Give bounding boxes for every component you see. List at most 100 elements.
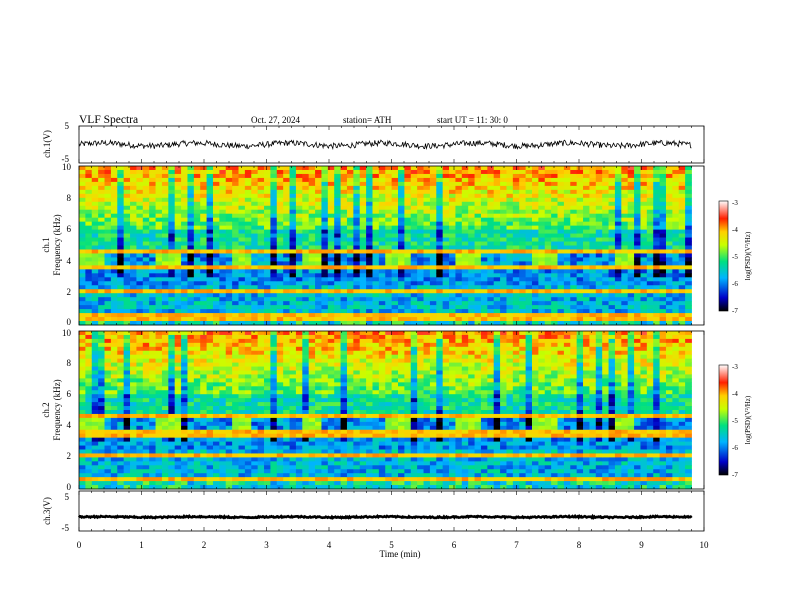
spectrogram-cell xyxy=(219,469,227,474)
spectrogram-cell xyxy=(308,277,316,282)
spectrogram-cell xyxy=(130,185,137,191)
spectrogram-cell xyxy=(136,334,144,340)
spectrogram-cell xyxy=(193,293,201,298)
spectrogram-cell xyxy=(104,386,112,391)
spectrogram-cell xyxy=(417,217,424,223)
spectrogram-cell xyxy=(206,461,214,466)
spectrogram-cell xyxy=(665,261,673,266)
spectrogram-cell xyxy=(104,473,112,478)
spectrogram-cell xyxy=(155,421,163,427)
spectrogram-cell xyxy=(551,313,558,318)
spectrogram-cell xyxy=(181,346,188,352)
spectrogram-cell xyxy=(98,181,105,187)
spectrogram-cell xyxy=(104,305,112,310)
spectrogram-cell xyxy=(614,241,622,246)
spectrogram-cell xyxy=(474,241,482,246)
spectrogram-cell xyxy=(130,309,137,314)
spectrogram-cell xyxy=(136,301,144,306)
spectrogram-cell xyxy=(493,205,501,211)
spectrogram-cell xyxy=(142,233,150,238)
spectrogram-cell xyxy=(436,245,444,250)
spectrogram-cell xyxy=(595,201,603,207)
spectrogram-cell xyxy=(315,217,322,223)
spectrogram-cell xyxy=(302,209,310,215)
spectrogram-cell xyxy=(91,469,99,474)
spectrogram-cell xyxy=(149,233,156,238)
spectrogram-cell xyxy=(98,285,105,290)
spectrogram-cell xyxy=(225,394,233,399)
spectrogram-cell xyxy=(308,229,316,234)
spectrogram-cell xyxy=(200,301,207,306)
spectrogram-cell xyxy=(161,445,169,450)
spectrogram-cell xyxy=(123,441,131,446)
spectrogram-cell xyxy=(161,358,169,363)
spectrogram-cell xyxy=(340,217,348,223)
spectrogram-cell xyxy=(85,225,93,231)
spectrogram-cell xyxy=(576,313,584,318)
spectrogram-cell xyxy=(487,197,495,203)
spectrogram-cell xyxy=(327,305,335,310)
spectrogram-cell xyxy=(308,293,316,298)
spectrogram-cell xyxy=(404,189,412,195)
spectrogram-cell xyxy=(206,261,214,266)
spectrogram-cell xyxy=(302,201,310,207)
spectrogram-cell xyxy=(627,321,635,326)
spectrogram-cell xyxy=(123,197,131,203)
spectrogram-cell xyxy=(646,321,654,326)
spectrogram-cell xyxy=(506,289,514,294)
spectrogram-cell xyxy=(646,269,654,274)
spectrogram-cell xyxy=(98,257,105,262)
spectrogram-cell xyxy=(238,285,246,290)
spectrogram-cell xyxy=(468,309,475,314)
spectrogram-cell xyxy=(340,289,348,294)
spectrogram-cell xyxy=(480,237,488,242)
spectrogram-cell xyxy=(200,201,207,207)
spectrogram-cell xyxy=(104,173,112,179)
spectrogram-cell xyxy=(104,177,112,183)
spectrogram-cell xyxy=(621,245,629,250)
spectrogram-cell xyxy=(544,237,552,242)
spectrogram-cell xyxy=(110,481,118,486)
spectrogram-cell xyxy=(576,261,584,266)
spectrogram-cell xyxy=(391,265,399,270)
spectrogram-cell xyxy=(461,297,469,302)
spectrogram-cell xyxy=(79,289,86,294)
spectrogram-cell xyxy=(212,390,220,395)
spectrogram-cell xyxy=(449,321,456,326)
spectrogram-cell xyxy=(155,354,163,360)
spectrogram-cell xyxy=(98,213,105,219)
spectrogram-cell xyxy=(372,229,380,234)
spectrogram-cell xyxy=(104,169,112,175)
spectrogram-cell xyxy=(110,229,118,234)
spectrogram-cell xyxy=(685,293,692,298)
spectrogram-cell xyxy=(665,209,673,215)
spectrogram-cell xyxy=(155,433,163,439)
spectrogram-cell xyxy=(423,217,431,223)
spectrogram-cell xyxy=(506,197,514,203)
spectrogram-cell xyxy=(429,293,437,298)
spectrogram-cell xyxy=(678,273,686,278)
spectrogram-cell xyxy=(570,217,578,223)
spectrogram-cell xyxy=(519,313,527,318)
spectrogram-cell xyxy=(353,229,361,234)
spectrogram-cell xyxy=(161,273,169,278)
spectrogram-cell xyxy=(302,257,310,262)
spectrogram-cell xyxy=(417,261,424,266)
spectrogram-cell xyxy=(79,413,86,419)
spectrogram-cell xyxy=(136,342,144,348)
spectrogram-cell xyxy=(602,281,609,286)
spectrogram-cell xyxy=(685,289,692,294)
spectrogram-cell xyxy=(334,253,341,258)
spectrogram-cell xyxy=(149,390,156,395)
spectrogram-cell xyxy=(480,277,488,282)
spectrogram-cell xyxy=(321,277,329,282)
spectrogram-cell xyxy=(391,253,399,258)
spectrogram-cell xyxy=(232,197,239,203)
spectrogram-cell xyxy=(98,193,105,199)
spectrogram-cell xyxy=(646,297,654,302)
spectrogram-cell xyxy=(110,273,118,278)
spectrogram-cell xyxy=(110,394,118,399)
spectrogram-cell xyxy=(525,166,533,171)
spectrogram-cell xyxy=(589,237,597,242)
spectrogram-cell xyxy=(634,313,641,318)
